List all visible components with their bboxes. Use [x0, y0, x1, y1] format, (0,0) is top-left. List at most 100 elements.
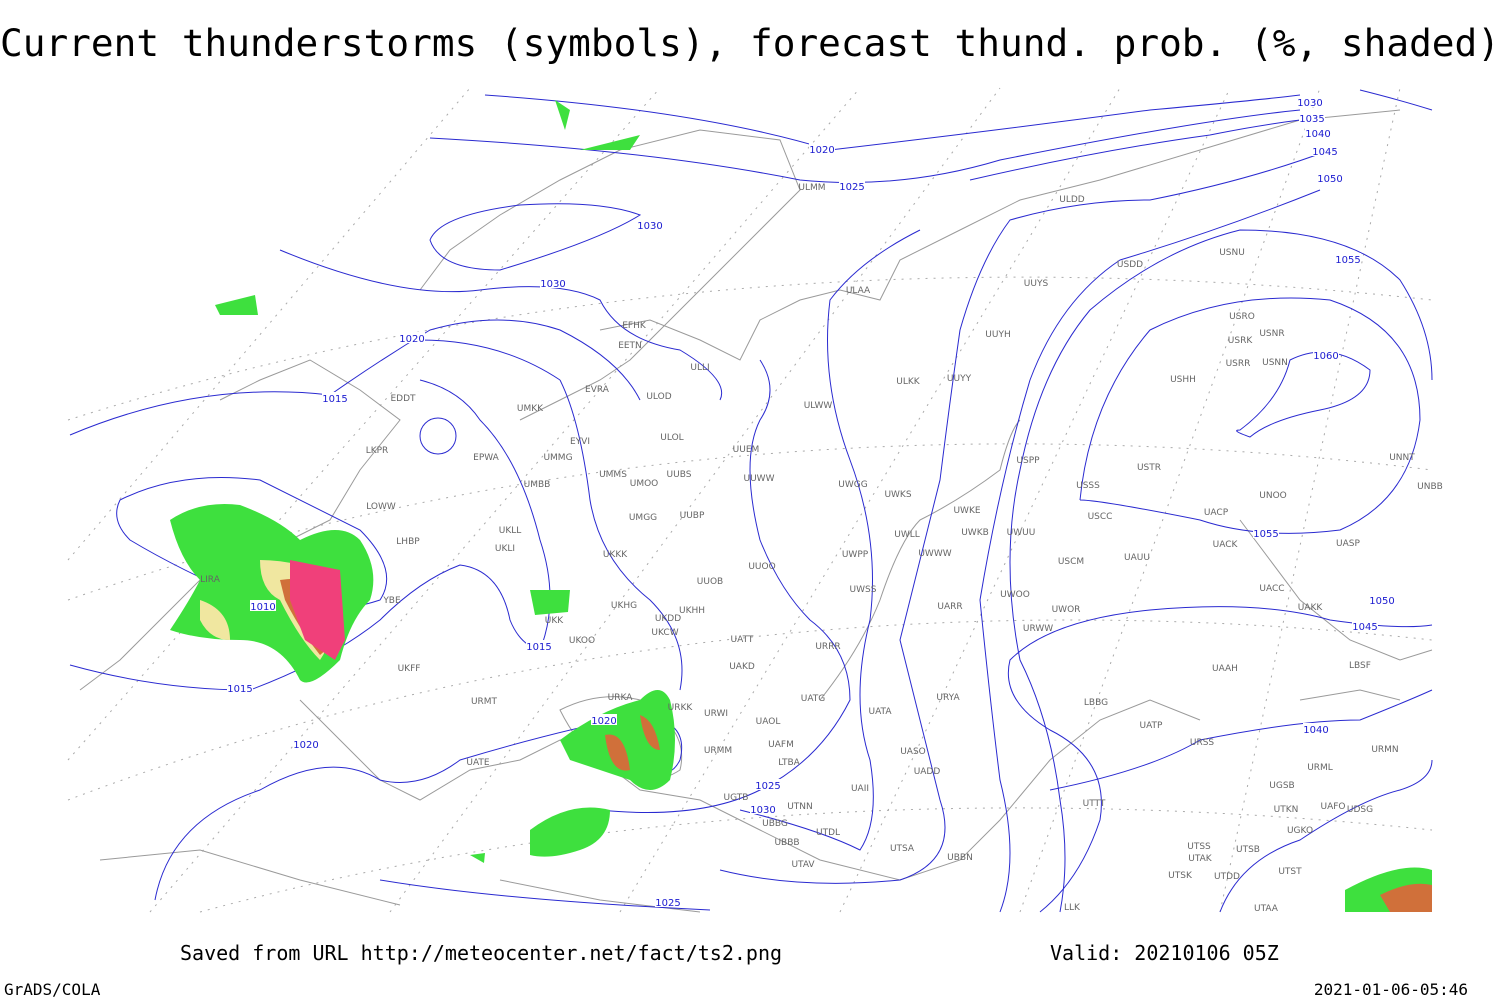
isobar-label-bg	[637, 219, 663, 230]
station-label: LOWW	[366, 502, 396, 512]
station-label: UMMS	[599, 470, 627, 480]
station-label: ULLI	[690, 363, 709, 373]
station-label: UAII	[851, 784, 869, 794]
station-label: UKKK	[603, 550, 628, 560]
isobar-label-bg	[1352, 620, 1378, 631]
isobar-label: 1050	[1369, 596, 1394, 607]
isobar-label-bg	[1299, 112, 1325, 123]
isobar-label: 1050	[1317, 174, 1342, 185]
isobar-label-bg	[1297, 96, 1323, 107]
station-label: UWGG	[838, 480, 867, 490]
station-label: LTBA	[778, 758, 800, 768]
station-label: UBBN	[947, 853, 973, 863]
station-label: UATT	[731, 635, 754, 645]
station-label: URWW	[1023, 624, 1053, 634]
station-label: UTSK	[1168, 871, 1193, 881]
isobar-label-bg	[1317, 172, 1343, 183]
station-labels: ULMM ULDD USDD USNU UUYS ULAA EFHK EETN USRO USRK…	[200, 183, 1443, 914]
station-label: ULDD	[1059, 195, 1085, 205]
station-label: ULOL	[660, 433, 683, 443]
station-label: UTSB	[1236, 845, 1260, 855]
station-label: UKK	[545, 616, 564, 626]
software: GrADS/COLA	[4, 980, 101, 999]
isobar-label-bg	[1335, 253, 1361, 264]
station-label: UTST	[1278, 867, 1302, 877]
station-label: UNBB	[1417, 482, 1443, 492]
station-label: UAOL	[756, 717, 781, 727]
station-label: UWKE	[953, 506, 980, 516]
isobar-label-bg	[250, 600, 276, 611]
isobar-label: 1030	[540, 279, 565, 290]
station-label: UKHH	[679, 606, 705, 616]
station-label: UUBS	[667, 470, 692, 480]
isobar-label: 1040	[1305, 129, 1330, 140]
isobar-label: 1020	[809, 145, 834, 156]
station-label: UMOO	[630, 479, 659, 489]
station-label: UAKD	[729, 662, 755, 672]
station-label: USDD	[1117, 260, 1143, 270]
coastlines	[79, 109, 1433, 913]
station-label: USRK	[1228, 336, 1254, 346]
station-label: EPWA	[473, 453, 500, 463]
isobar-label: 1010	[250, 602, 275, 613]
station-label: UATE	[466, 758, 490, 768]
isobar-label-bg	[526, 640, 552, 651]
isobar-label: 1020	[293, 740, 318, 751]
station-label: ULAA	[846, 286, 871, 296]
station-label: UWLL	[894, 530, 920, 540]
station-label: UWUU	[1007, 528, 1036, 538]
isobar-label-bg	[1305, 127, 1331, 138]
isobar-label: 1025	[755, 781, 780, 792]
station-label: URMN	[1371, 745, 1398, 755]
station-label: UKDD	[655, 614, 681, 624]
station-label: UADD	[914, 767, 941, 777]
station-label: LKPR	[366, 446, 389, 456]
station-label: USNU	[1219, 248, 1245, 258]
isobar-label: 1025	[839, 182, 864, 193]
station-label: URSS	[1190, 738, 1215, 748]
isobar-label: 1055	[1335, 255, 1360, 266]
station-label: UTTT	[1083, 799, 1106, 809]
station-label: UTSS	[1187, 842, 1211, 852]
isobar-label: 1030	[750, 805, 775, 816]
isobar-label-bg	[1369, 594, 1395, 605]
isobar-label-bg	[1313, 349, 1339, 360]
station-label: USNN	[1262, 358, 1288, 368]
station-label: URKA	[608, 693, 634, 703]
isobar-label-bg	[399, 332, 425, 343]
station-label: USPP	[1016, 456, 1040, 466]
isobar-label: 1045	[1312, 147, 1337, 158]
station-label: UTAV	[791, 860, 815, 870]
station-label: UKLI	[495, 544, 515, 554]
isobar-label: 1060	[1313, 351, 1338, 362]
station-label: UWOO	[1000, 590, 1030, 600]
station-label: UAKK	[1298, 603, 1324, 613]
station-label: UUBP	[680, 511, 705, 521]
isobar-label-bg	[322, 392, 348, 403]
isobar-label: 1015	[526, 642, 551, 653]
station-label: UDSG	[1347, 805, 1373, 815]
map-area	[68, 88, 1432, 912]
station-label: ULOD	[646, 392, 671, 402]
map-title: Current thunderstorms (symbols), forecas…	[0, 22, 1500, 65]
isobar-label: 1015	[227, 684, 252, 695]
station-label: UAFM	[768, 740, 794, 750]
station-label: LBSF	[1349, 661, 1371, 671]
station-label: UKOO	[569, 636, 595, 646]
station-label: YBE	[382, 596, 401, 606]
station-label: EFHK	[622, 321, 647, 331]
station-label: UACK	[1213, 540, 1239, 550]
isobar-label: 1055	[1253, 529, 1278, 540]
station-label: UKHG	[611, 601, 637, 611]
station-label: UUOO	[748, 562, 775, 572]
isobar-label: 1025	[655, 898, 680, 909]
station-label: URMT	[471, 697, 498, 707]
isobar-label-bg	[809, 143, 835, 154]
station-label: UUWW	[744, 474, 775, 484]
station-label: EDDT	[390, 394, 416, 404]
station-label: UKCW	[651, 628, 678, 638]
station-label: UTDL	[816, 828, 840, 838]
station-label: UUOB	[697, 577, 723, 587]
station-label: USNR	[1259, 329, 1284, 339]
isobar-label-bg	[1253, 527, 1279, 538]
